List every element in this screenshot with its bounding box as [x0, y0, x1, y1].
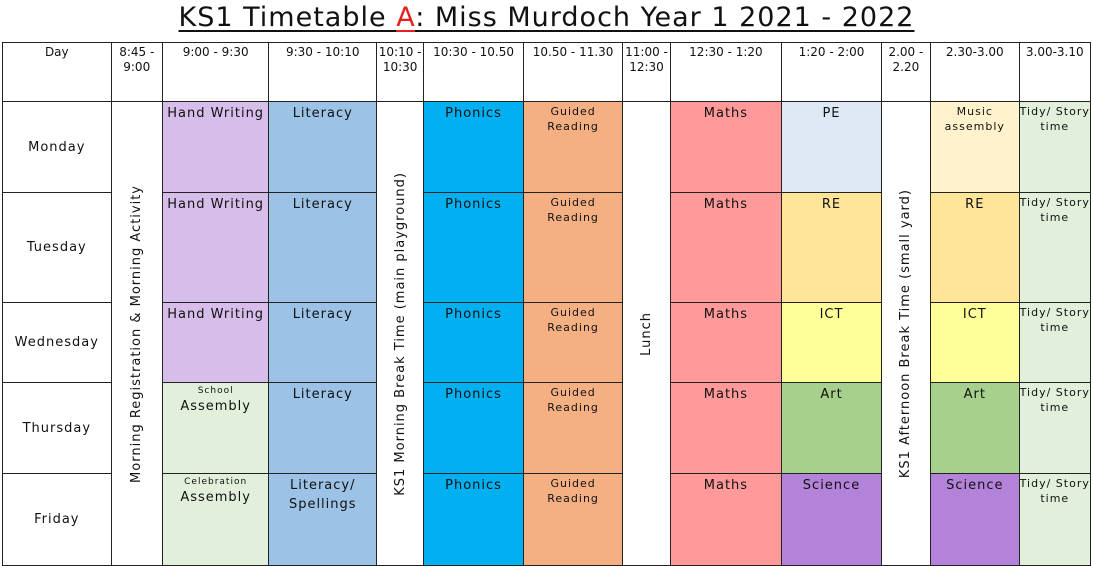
- tidy-cell: Tidy/ Story time: [1018, 302, 1092, 383]
- phonics-cell: Phonics: [423, 382, 524, 474]
- table-row: Thursday School Assembly Literacy Phonics…: [2, 382, 1092, 474]
- science-cell: Science: [781, 473, 882, 566]
- maths-cell: Maths: [669, 382, 783, 474]
- title-suffix: : Miss Murdoch Year 1 2021 - 2022: [415, 2, 915, 33]
- day-label: Tuesday: [2, 192, 112, 303]
- morning-break-cell: KS1 Morning Break Time (main playground): [376, 101, 425, 566]
- re-cell: RE: [781, 192, 882, 303]
- literacy-cell: Literacy: [268, 101, 378, 193]
- table-row: Monday Morning Registration & Morning Ac…: [2, 101, 1092, 566]
- tidy-cell: Tidy/ Story time: [1018, 473, 1092, 566]
- header-time: 12:30 - 1:20: [669, 42, 783, 102]
- art-cell: Art: [930, 382, 1020, 474]
- table-row: Friday Celebration Assembly Literacy/ Spe…: [2, 473, 1092, 566]
- header-time: 10:10 - 10:30: [376, 42, 425, 102]
- maths-cell: Maths: [669, 302, 783, 383]
- guided-reading-cell: Guided Reading: [522, 192, 624, 303]
- title-letter: A: [396, 2, 416, 33]
- registration-label: Morning Registration & Morning Activity: [129, 184, 145, 483]
- guided-reading-cell: Guided Reading: [522, 302, 624, 383]
- registration-cell: Morning Registration & Morning Activity: [110, 101, 163, 566]
- maths-cell: Maths: [669, 101, 783, 193]
- title-prefix: KS1 Timetable: [178, 2, 397, 33]
- ict-cell: ICT: [930, 302, 1020, 383]
- day-label: Friday: [2, 473, 112, 566]
- phonics-cell: Phonics: [423, 101, 524, 193]
- tidy-cell: Tidy/ Story time: [1018, 101, 1092, 193]
- afternoon-break-cell: KS1 Afternoon Break Time (small yard): [880, 101, 932, 566]
- cell-text: Hand Writing: [167, 106, 265, 121]
- lunch-label: Lunch: [639, 311, 654, 356]
- header-row: Day 8:45 - 9:00 9:00 - 9:30 9:30 - 10:10…: [2, 42, 1092, 102]
- phonics-cell: Phonics: [423, 302, 524, 383]
- tidy-cell: Tidy/ Story time: [1018, 192, 1092, 303]
- header-time: 10.50 - 11.30: [522, 42, 624, 102]
- timetable: Day 8:45 - 9:00 9:00 - 9:30 9:30 - 10:10…: [2, 42, 1092, 566]
- cell-text: Assembly: [180, 490, 251, 505]
- handwriting-cell: Hand Writing: [161, 302, 270, 383]
- handwriting-cell: Hand Writing: [161, 192, 270, 303]
- pe-cell: PE: [781, 101, 882, 193]
- art-cell: Art: [781, 382, 882, 474]
- header-time: 8:45 - 9:00: [110, 42, 163, 102]
- header-time: 2.30-3.00: [930, 42, 1020, 102]
- afternoon-break-label: KS1 Afternoon Break Time (small yard): [898, 188, 914, 479]
- header-time: 3.00-3.10: [1018, 42, 1092, 102]
- lunch-cell: Lunch: [622, 101, 671, 566]
- maths-cell: Maths: [669, 192, 783, 303]
- ict-cell: ICT: [781, 302, 882, 383]
- assembly-type: Celebration: [184, 477, 248, 487]
- literacy-cell: Literacy: [268, 302, 378, 383]
- cell-text: Assembly: [180, 399, 251, 414]
- morning-break-label: KS1 Morning Break Time (main playground): [392, 171, 408, 496]
- guided-reading-cell: Guided Reading: [522, 382, 624, 474]
- cell-text: Hand Writing: [167, 197, 265, 212]
- literacy-cell: Literacy/ Spellings: [268, 473, 378, 566]
- header-time: 9:00 - 9:30: [161, 42, 270, 102]
- assembly-cell: Celebration Assembly: [161, 473, 270, 566]
- day-label: Wednesday: [2, 302, 112, 383]
- page-title: KS1 Timetable A: Miss Murdoch Year 1 202…: [0, 0, 1093, 40]
- re-cell: RE: [930, 192, 1020, 303]
- guided-reading-cell: Guided Reading: [522, 101, 624, 193]
- header-time: 10:30 - 10.50: [423, 42, 524, 102]
- phonics-cell: Phonics: [423, 192, 524, 303]
- maths-cell: Maths: [669, 473, 783, 566]
- literacy-cell: Literacy: [268, 382, 378, 474]
- header-day: Day: [2, 42, 112, 102]
- assembly-type: School: [197, 386, 234, 396]
- cell-text: Hand Writing: [167, 307, 265, 322]
- header-time: 2.00 - 2.20: [880, 42, 932, 102]
- tidy-cell: Tidy/ Story time: [1018, 382, 1092, 474]
- handwriting-cell: Hand Writing: [161, 101, 270, 193]
- table-row: Tuesday Hand Writing Literacy Phonics Gu…: [2, 192, 1092, 303]
- literacy-cell: Literacy: [268, 192, 378, 303]
- day-label: Thursday: [2, 382, 112, 474]
- science-cell: Science: [930, 473, 1020, 566]
- phonics-cell: Phonics: [423, 473, 524, 566]
- guided-reading-cell: Guided Reading: [522, 473, 624, 566]
- assembly-cell: School Assembly: [161, 382, 270, 474]
- day-label: Monday: [2, 101, 112, 193]
- header-time: 11:00 - 12:30: [622, 42, 671, 102]
- header-time: 1:20 - 2:00: [781, 42, 882, 102]
- header-time: 9:30 - 10:10: [268, 42, 378, 102]
- music-cell: Music assembly: [930, 101, 1020, 193]
